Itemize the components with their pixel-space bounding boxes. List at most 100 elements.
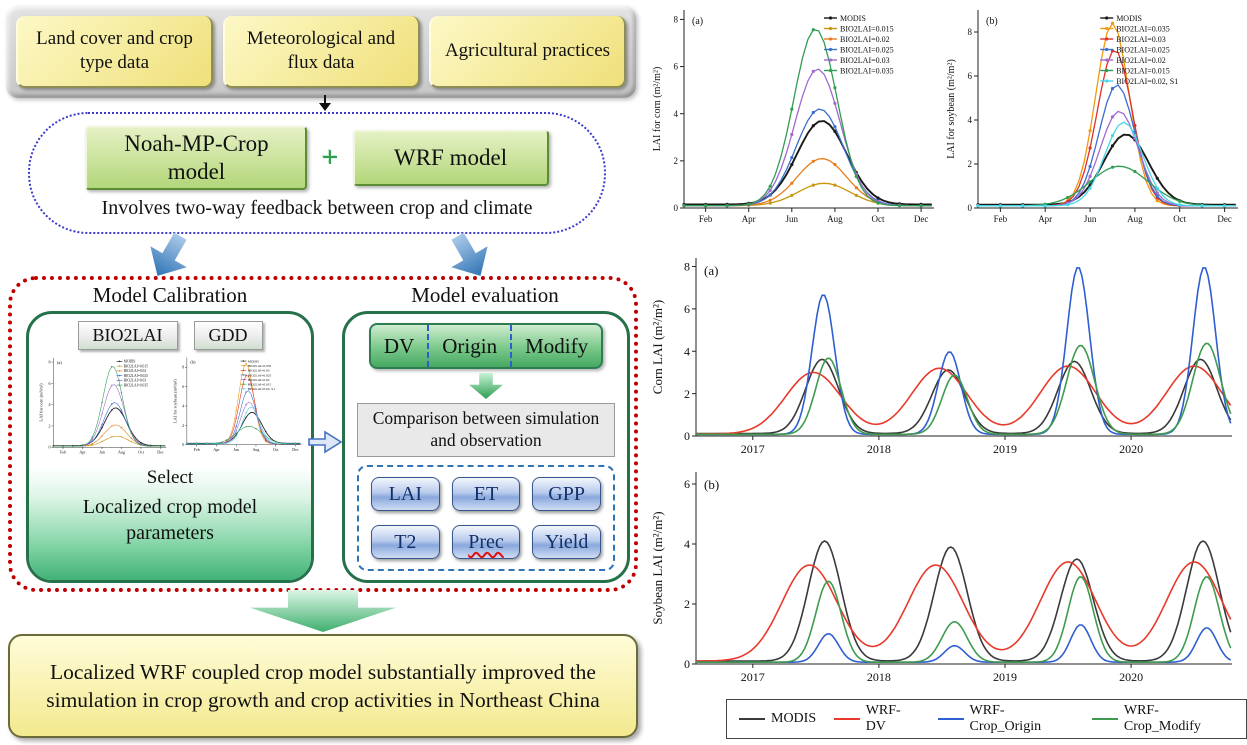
svg-text:Oct: Oct xyxy=(138,450,145,455)
svg-text:BIO2LAI=0.03: BIO2LAI=0.03 xyxy=(1116,35,1166,44)
soybean-calibration-thumbnail-chart: 0 2 4 6 8 Feb Apr Jun Aug Oct Dec LAI for soybean (… xyxy=(170,354,304,466)
experiment-dv: DV xyxy=(383,333,415,358)
svg-text:6: 6 xyxy=(684,302,690,316)
svg-text:2: 2 xyxy=(968,159,973,169)
input-data-bar: Land cover and crop type data Meteorolog… xyxy=(6,6,636,98)
svg-text:2018: 2018 xyxy=(867,442,891,456)
corn-calibration-thumbnail-chart: 0 2 4 6 8 Feb Apr Jun Aug Oct Dec LAI for corn (m²/… xyxy=(36,354,169,466)
svg-text:Aug: Aug xyxy=(827,214,843,224)
svg-text:Dec: Dec xyxy=(292,447,299,452)
svg-text:BIO2LAI=0.02, S1: BIO2LAI=0.02, S1 xyxy=(247,387,275,392)
svg-text:BIO2LAI=0.02: BIO2LAI=0.02 xyxy=(247,378,269,382)
svg-text:BIO2LAI=0.03: BIO2LAI=0.03 xyxy=(123,379,146,383)
svg-text:2019: 2019 xyxy=(993,670,1017,684)
svg-text:2: 2 xyxy=(684,387,690,401)
legend-entry: MODIS xyxy=(739,711,816,727)
svg-text:Aug: Aug xyxy=(252,447,259,452)
svg-text:BIO2LAI=0.015: BIO2LAI=0.015 xyxy=(123,364,147,368)
svg-text:2: 2 xyxy=(182,423,184,428)
svg-text:6: 6 xyxy=(48,381,50,386)
input-meteorological: Meteorological and flux data xyxy=(222,16,420,88)
svg-text:4: 4 xyxy=(182,403,184,408)
calibration-evaluation-box: Model Calibration Model evaluation BIO2L… xyxy=(8,276,638,592)
svg-text:Oct: Oct xyxy=(872,214,885,224)
svg-text:4: 4 xyxy=(674,109,679,119)
legend-line-swatch xyxy=(834,718,860,720)
svg-text:Feb: Feb xyxy=(59,450,65,455)
legend-entry: WRF-DV xyxy=(834,703,920,735)
svg-text:Apr: Apr xyxy=(213,447,220,452)
metric-lai: LAI xyxy=(371,477,440,511)
svg-text:Apr: Apr xyxy=(79,450,86,455)
metric-t2: T2 xyxy=(371,525,440,559)
svg-text:2: 2 xyxy=(674,156,679,166)
metric-et: ET xyxy=(451,477,521,511)
svg-text:2020: 2020 xyxy=(1119,670,1143,684)
svg-text:MODIS: MODIS xyxy=(247,359,258,363)
legend-entry: WRF-Crop_Origin xyxy=(937,703,1074,735)
svg-text:0: 0 xyxy=(48,445,50,450)
svg-text:8: 8 xyxy=(48,359,50,364)
svg-text:BIO2LAI=0.02: BIO2LAI=0.02 xyxy=(1116,56,1166,65)
svg-text:0: 0 xyxy=(684,429,690,443)
svg-text:BIO2LAI=0.02: BIO2LAI=0.02 xyxy=(840,35,890,44)
svg-text:BIO2LAI=0.025: BIO2LAI=0.025 xyxy=(123,374,147,378)
noah-mp-crop-model-box: Noah-MP-Crop model xyxy=(85,126,308,190)
svg-text:(a): (a) xyxy=(56,360,62,365)
calibration-result-area: Select Localized crop model parameters xyxy=(29,466,311,580)
svg-text:Jun: Jun xyxy=(99,450,105,455)
svg-text:(b): (b) xyxy=(704,477,719,492)
svg-text:BIO2LAI=0.025: BIO2LAI=0.025 xyxy=(247,373,271,377)
svg-text:Dec: Dec xyxy=(157,450,164,455)
svg-text:2018: 2018 xyxy=(867,670,891,684)
svg-text:Oct: Oct xyxy=(1173,214,1186,224)
svg-text:2019: 2019 xyxy=(993,442,1017,456)
metric-prec-label: Prec xyxy=(468,530,504,553)
svg-text:0: 0 xyxy=(684,657,690,671)
svg-text:0: 0 xyxy=(182,442,184,447)
svg-text:Feb: Feb xyxy=(699,214,713,224)
svg-text:4: 4 xyxy=(48,402,50,407)
gdd-box: GDD xyxy=(193,321,263,350)
svg-text:BIO2LAI=0.015: BIO2LAI=0.015 xyxy=(1116,67,1170,76)
svg-text:Aug: Aug xyxy=(117,450,124,455)
svg-text:2: 2 xyxy=(684,597,690,611)
double-arrow-icon xyxy=(307,428,343,456)
big-green-arrow-icon xyxy=(250,590,396,632)
svg-text:MODIS: MODIS xyxy=(1116,14,1142,23)
metric-gpp: GPP xyxy=(532,477,601,511)
evaluation-column: DV Origin Modify Comparison between simu… xyxy=(342,311,630,583)
svg-text:MODIS: MODIS xyxy=(840,14,866,23)
svg-text:LAI for soybean (m²/m²): LAI for soybean (m²/m²) xyxy=(172,379,177,423)
svg-text:LAI for soybean (m²/m²): LAI for soybean (m²/m²) xyxy=(946,59,957,159)
corn-lai-timeseries-chart: 0 2 4 6 8 2017 2018 2019 2020 Corn LAI (m²/m²) (a) xyxy=(650,250,1244,467)
input-agricultural: Agricultural practices xyxy=(429,16,626,88)
experiment-origin: Origin xyxy=(427,325,510,367)
localized-parameters-label: Localized crop model parameters xyxy=(82,496,258,544)
calibration-title: Model Calibration xyxy=(92,283,248,307)
experiments-box: DV Origin Modify xyxy=(368,323,604,369)
select-label: Select xyxy=(146,467,194,488)
input-land-cover: Land cover and crop type data xyxy=(16,16,213,88)
svg-text:MODIS: MODIS xyxy=(123,360,135,364)
svg-text:8: 8 xyxy=(182,365,184,370)
svg-text:Jun: Jun xyxy=(1084,214,1097,224)
svg-text:8: 8 xyxy=(674,15,679,25)
svg-text:2017: 2017 xyxy=(741,670,765,684)
svg-text:6: 6 xyxy=(684,477,690,491)
legend-label: WRF-Crop_Modify xyxy=(1123,703,1201,734)
legend-label: WRF-Crop_Origin xyxy=(969,703,1042,734)
svg-text:Apr: Apr xyxy=(742,214,756,224)
feedback-caption: Involves two-way feedback between crop a… xyxy=(101,197,533,219)
svg-text:Jun: Jun xyxy=(786,214,799,224)
legend-line-swatch xyxy=(1092,718,1118,720)
svg-text:Dec: Dec xyxy=(914,214,929,224)
svg-text:Aug: Aug xyxy=(1127,214,1143,224)
legend-label: MODIS xyxy=(771,711,817,726)
svg-text:BIO2LAI=0.025: BIO2LAI=0.025 xyxy=(1116,46,1170,55)
models-row: Noah-MP-Crop model + WRF model xyxy=(30,126,604,190)
metrics-box: LAI ET GPP T2 Prec Yield xyxy=(357,465,615,571)
plus-icon: + xyxy=(321,141,339,174)
svg-text:(b): (b) xyxy=(986,16,998,27)
